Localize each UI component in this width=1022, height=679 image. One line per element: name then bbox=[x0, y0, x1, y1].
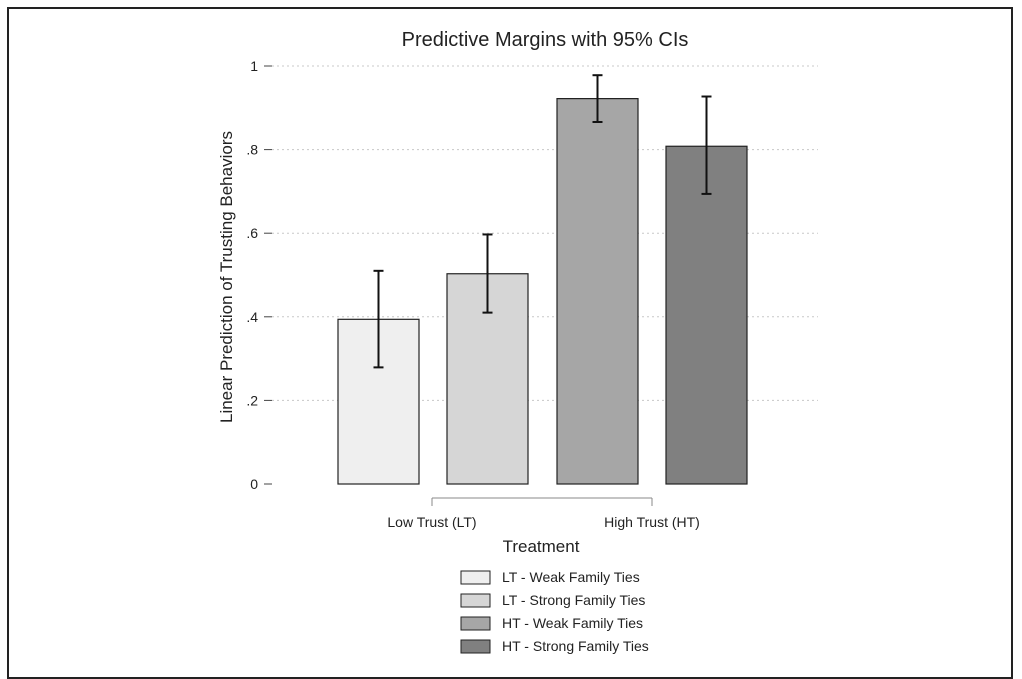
bar bbox=[665, 145, 748, 485]
x-axis-label: Treatment bbox=[503, 537, 580, 556]
y-tick-label: 0 bbox=[250, 476, 258, 492]
legend: LT - Weak Family Ties LT - Strong Family … bbox=[460, 569, 649, 654]
legend-label: LT - Weak Family Ties bbox=[502, 569, 640, 585]
x-axis: Low Trust (LT) High Trust (HT) bbox=[387, 497, 700, 530]
bar bbox=[556, 98, 639, 485]
x-tick-label: Low Trust (LT) bbox=[387, 514, 476, 530]
y-tick-label: .6 bbox=[246, 225, 258, 241]
y-tick-label: 1 bbox=[250, 58, 258, 74]
y-axis-label: Linear Prediction of Trusting Behaviors bbox=[217, 131, 236, 423]
x-tick-label: High Trust (HT) bbox=[604, 514, 700, 530]
y-tick-label: .2 bbox=[246, 392, 258, 408]
y-tick-label: .4 bbox=[246, 309, 258, 325]
legend-swatch bbox=[460, 570, 491, 585]
bar bbox=[446, 273, 529, 485]
legend-label: HT - Weak Family Ties bbox=[502, 615, 643, 631]
legend-label: HT - Strong Family Ties bbox=[502, 638, 649, 654]
legend-swatch bbox=[460, 616, 491, 631]
legend-label: LT - Strong Family Ties bbox=[502, 592, 645, 608]
y-axis: 0 .2 .4 .6 .8 1 bbox=[246, 58, 272, 492]
legend-swatch bbox=[460, 639, 491, 654]
y-tick-label: .8 bbox=[246, 142, 258, 158]
chart-title: Predictive Margins with 95% CIs bbox=[402, 29, 689, 51]
legend-swatch bbox=[460, 593, 491, 608]
bars bbox=[337, 74, 748, 485]
